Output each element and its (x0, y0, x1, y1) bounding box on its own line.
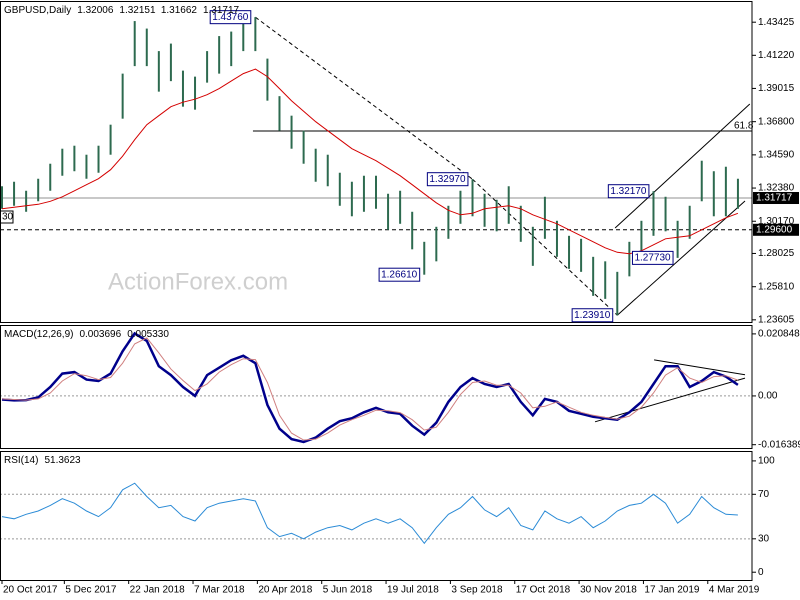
panel-frame (0, 451, 753, 581)
x-tick-label: 17 Jan 2019 (644, 585, 699, 596)
indicator-line (1, 482, 738, 545)
annotation-box (631, 250, 674, 265)
trendline (654, 359, 746, 376)
annotation-box (426, 172, 469, 187)
annotation-label: 1.32970 (429, 174, 466, 185)
panel-header: GBPUSD,Daily 1.32006 1.32151 1.31662 1.31717 (4, 5, 240, 16)
annotation-box (378, 267, 421, 282)
x-tick-label: 20 Oct 2017 (3, 585, 58, 596)
annotation-label: 1.26610 (381, 269, 418, 280)
x-tick-label: 17 Oct 2018 (516, 585, 571, 596)
y-tick-label: 1.41220 (758, 50, 795, 61)
y-tick-label: 1.30170 (758, 216, 795, 227)
y-tick-label: 1.36800 (758, 116, 795, 127)
y-tick-label: 1.25810 (758, 281, 795, 292)
indicator-line (1, 331, 739, 444)
panel-title: RSI(14) (4, 455, 38, 466)
y-tick-label: 1.32380 (758, 183, 795, 194)
y-tick-label: 1.34590 (758, 150, 795, 161)
y-tick-label: 1.23605 (758, 314, 795, 325)
header-value: 1.32151 (119, 5, 156, 16)
trendline (594, 377, 746, 423)
y-tick-label: 1.39015 (758, 83, 795, 94)
header-value: 0.003696 (79, 329, 121, 340)
watermark: ActionForex.com (108, 268, 288, 295)
left-label-box (0, 210, 14, 224)
y-tick-label: 70 (758, 489, 770, 500)
annotation-label: 1.32170 (610, 186, 647, 197)
trendline (255, 16, 473, 180)
panel-title: MACD(12,26,9) (4, 329, 73, 340)
panel (0, 16, 752, 316)
y-tick-label: 1.28025 (758, 248, 795, 259)
x-tick-label: 19 Jul 2018 (387, 585, 439, 596)
x-tick-label: 3 Sep 2018 (451, 585, 503, 596)
y-tick-label: 1.43425 (758, 17, 795, 28)
x-tick-label: 5 Dec 2017 (65, 585, 117, 596)
panel-header: MACD(12,26,9) 0.003696 0.005330 (4, 329, 169, 340)
trendline (614, 103, 751, 229)
annotation-label: 1.43760 (212, 12, 249, 23)
annotation-label: 1.23910 (574, 310, 611, 321)
y-tick-label: 0.020848 (758, 329, 800, 340)
annotation-box (607, 184, 650, 199)
trendline (472, 178, 618, 316)
x-tick-label: 5 Jun 2018 (323, 585, 373, 596)
moving-average (1, 68, 739, 255)
level-label: 1.29600 (756, 224, 793, 235)
header-value: 1.31717 (203, 5, 240, 16)
level-box (753, 192, 799, 205)
header-value: 51.3623 (44, 455, 81, 466)
indicator-line (1, 337, 739, 441)
x-tick-label: 30 Nov 2018 (580, 585, 637, 596)
y-tick-label: 30 (758, 533, 770, 544)
header-value: 1.31662 (161, 5, 198, 16)
level-box (753, 223, 799, 236)
x-tick-label: 20 Apr 2018 (258, 585, 312, 596)
y-tick-label: -0.016389 (758, 439, 800, 450)
panel (0, 331, 752, 444)
panel-title: GBPUSD,Daily (4, 5, 71, 16)
x-tick-label: 7 Mar 2018 (194, 585, 245, 596)
panel-frame (0, 1, 753, 323)
header-value: 1.32006 (77, 5, 114, 16)
annotation-box (209, 10, 252, 25)
panel (0, 482, 752, 545)
trendline (616, 200, 746, 316)
header-value: 0.005330 (127, 329, 169, 340)
panel-frame (0, 325, 753, 449)
annotation-label: 1.27730 (634, 253, 671, 264)
x-tick-label: 22 Jan 2018 (130, 585, 185, 596)
panel-header: RSI(14) 51.3623 (4, 455, 81, 466)
y-tick-label: 100 (758, 456, 775, 467)
y-tick-label: 0.00 (758, 391, 778, 402)
x-tick-label: 4 Mar 2019 (709, 585, 760, 596)
level-label: 1.31717 (756, 193, 793, 204)
annotation-box (571, 308, 614, 323)
y-tick-label: 0 (758, 567, 764, 578)
left-label: 30 (2, 212, 14, 223)
fib-label: 61.8 (734, 121, 754, 132)
